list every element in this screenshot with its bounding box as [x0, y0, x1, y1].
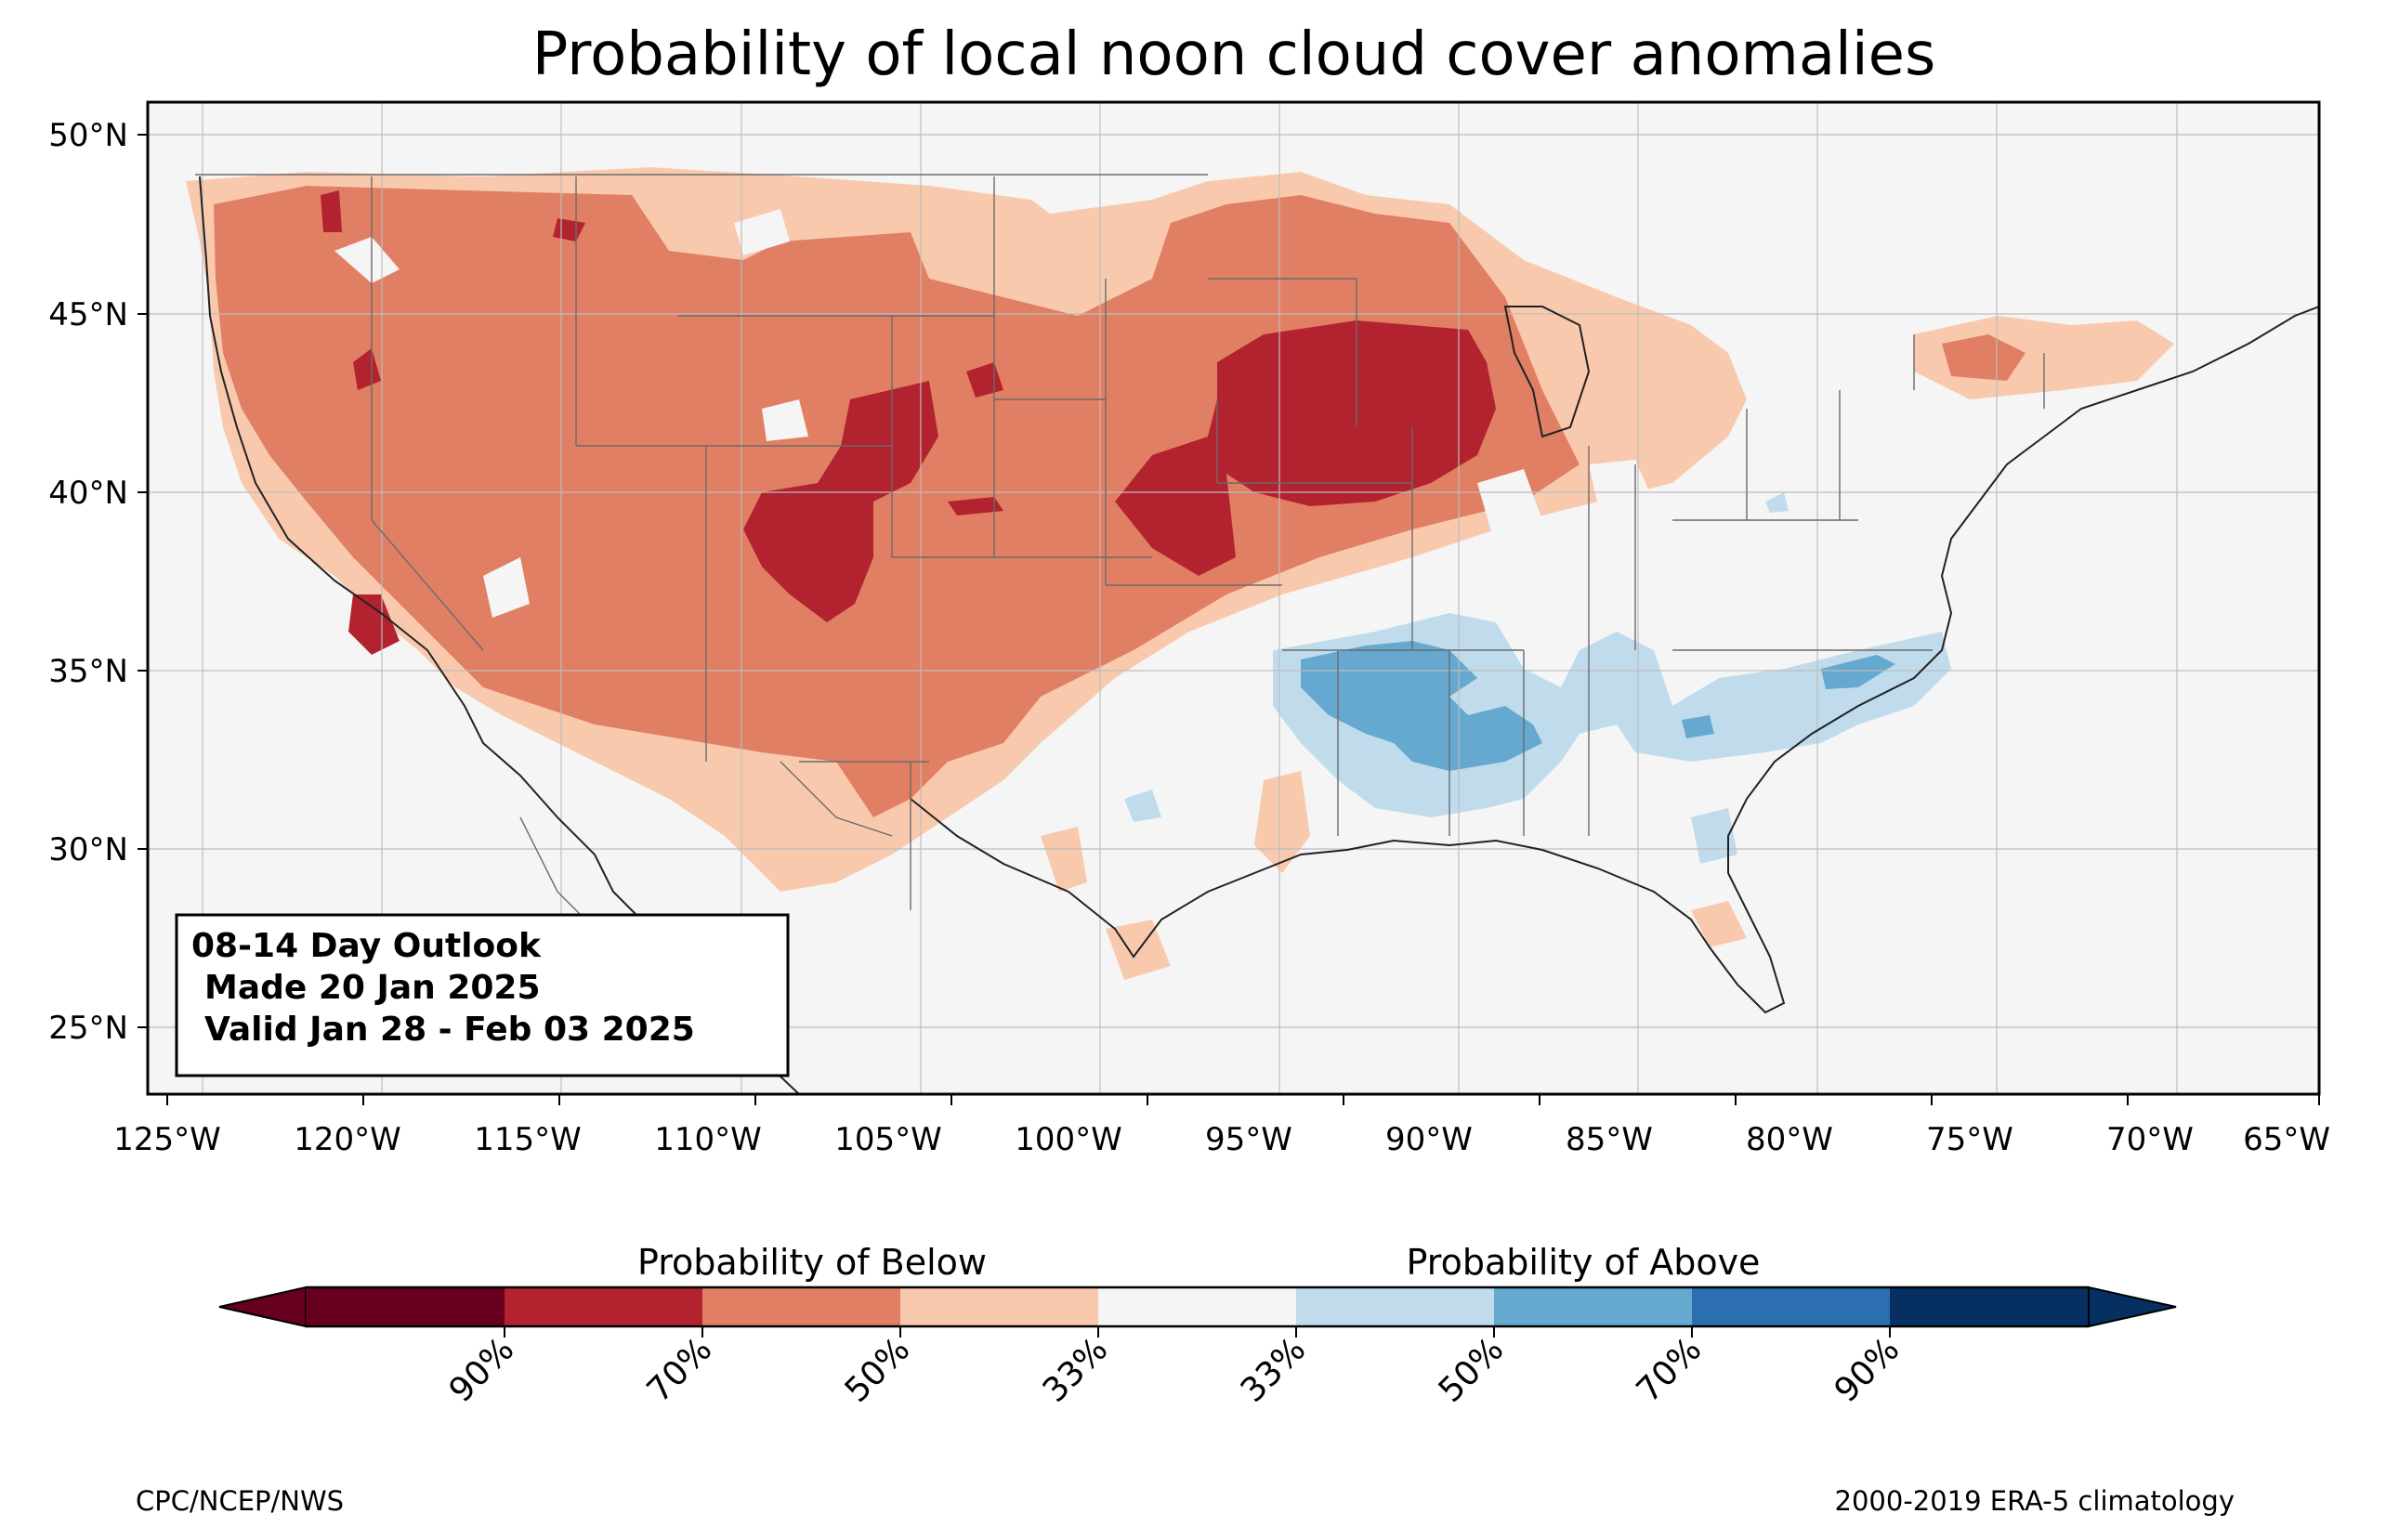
credit-right: 2000-2019 ERA-5 climatology: [1835, 1485, 2235, 1517]
lat-tick-label: 25°N: [48, 1010, 128, 1047]
lon-tick-label: 70°W: [2106, 1121, 2194, 1158]
colorbar-extend-left: [218, 1286, 307, 1328]
lon-tick-label: 120°W: [294, 1121, 401, 1158]
graticule: [148, 102, 2319, 1094]
map-panel: [146, 100, 2321, 1096]
lon-tick-label: 75°W: [1926, 1121, 2013, 1158]
state-borders: [195, 174, 2045, 930]
colorbar-tick-label: 90%: [442, 1330, 522, 1410]
lon-tick-label: 80°W: [1746, 1121, 1833, 1158]
colorbar-segment: [702, 1287, 900, 1326]
lon-tick-label: 110°W: [654, 1121, 762, 1158]
lon-tick-label: 90°W: [1385, 1121, 1473, 1158]
below-50-70-region: [214, 186, 2025, 817]
map-frame: [146, 100, 2321, 1096]
credit-left: CPC/NCEP/NWS: [136, 1485, 344, 1517]
colorbar-tick-label: 33%: [1036, 1330, 1116, 1410]
colorbar-tick-label: 50%: [1432, 1330, 1512, 1410]
colorbar-tick-label: 70%: [640, 1330, 720, 1410]
colorbar-segment: [1692, 1287, 1890, 1326]
longitude-axis: 125°W 120°W 115°W 110°W 105°W 100°W 95°W…: [113, 1094, 2330, 1158]
lat-tick-label: 30°N: [48, 831, 128, 868]
colorbar-segment: [1494, 1287, 1692, 1326]
lat-tick-label: 45°N: [48, 296, 128, 333]
colorbar-below-label: Probability of Below: [637, 1242, 987, 1283]
outlook-valid-range: Valid Jan 28 - Feb 03 2025: [204, 1011, 695, 1049]
colorbar-segment: [505, 1287, 702, 1326]
colorbar-tick-label: 70%: [1630, 1330, 1710, 1410]
lon-tick-label: 100°W: [1015, 1121, 1122, 1158]
lon-tick-label: 65°W: [2243, 1121, 2330, 1158]
colorbar: Probability of Below Probability of Abov…: [218, 1242, 2177, 1410]
colorbar-segment: [1098, 1287, 1296, 1326]
chart-title: Probability of local noon cloud cover an…: [532, 20, 1936, 89]
colorbar-segment: [900, 1287, 1098, 1326]
latitude-axis: 50°N 45°N 40°N 35°N 30°N 25°N: [48, 117, 148, 1047]
lat-tick-label: 40°N: [48, 475, 128, 512]
colorbar-segment: [306, 1287, 505, 1326]
colorbar-above-label: Probability of Above: [1407, 1242, 1761, 1283]
colorbar-tick-label: 90%: [1828, 1330, 1907, 1410]
lon-tick-label: 105°W: [834, 1121, 942, 1158]
colorbar-segment: [1296, 1287, 1494, 1326]
near-normal-islands: [334, 209, 1654, 618]
below-70-90-region: [321, 190, 1496, 655]
colorbar-segment: [1890, 1287, 2089, 1326]
lon-tick-label: 125°W: [113, 1121, 221, 1158]
lon-tick-label: 95°W: [1205, 1121, 1292, 1158]
outlook-period: 08-14 Day Outlook: [191, 927, 542, 965]
colorbar-tick-label: 33%: [1234, 1330, 1314, 1410]
outlook-info-box: 08-14 Day Outlook Made 20 Jan 2025 Valid…: [175, 913, 790, 1077]
lon-tick-label: 115°W: [474, 1121, 582, 1158]
lat-tick-label: 50°N: [48, 117, 128, 154]
lon-tick-label: 85°W: [1566, 1121, 1653, 1158]
lat-tick-label: 35°N: [48, 653, 128, 690]
above-50-70-region: [1301, 641, 1895, 771]
colorbar-extend-right: [2088, 1286, 2177, 1328]
colorbar-tick-label: 50%: [838, 1330, 918, 1410]
outlook-made-date: Made 20 Jan 2025: [204, 969, 541, 1007]
